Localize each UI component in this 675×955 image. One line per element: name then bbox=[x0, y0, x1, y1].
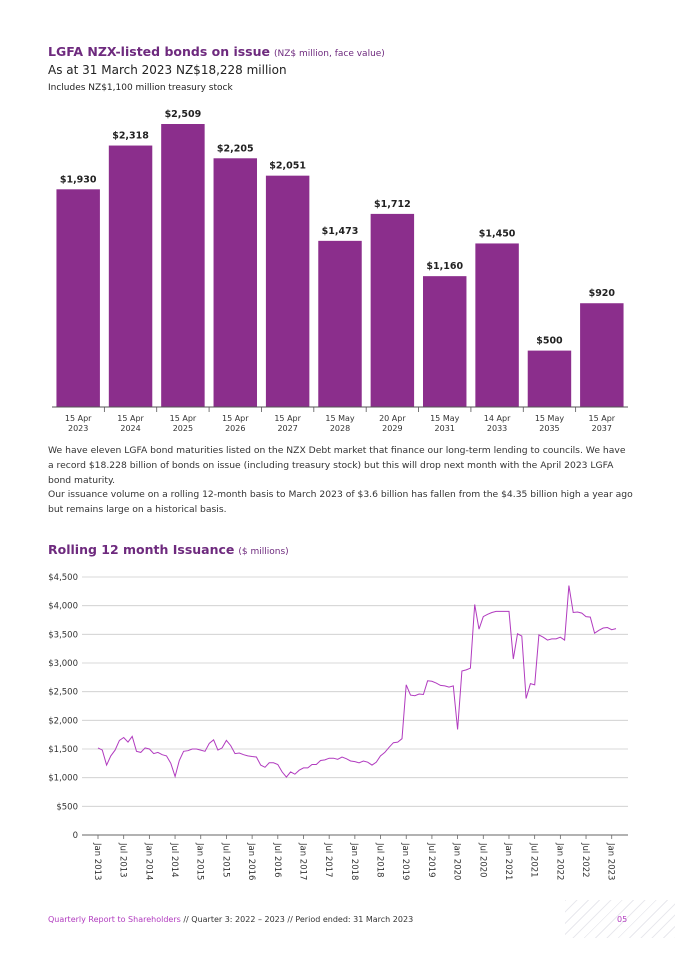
bar-data-label-10: $920 bbox=[589, 288, 616, 299]
bar-category-label-0: 15 Apr bbox=[65, 414, 92, 423]
bar-data-label-5: $1,473 bbox=[322, 226, 359, 237]
bar-10 bbox=[580, 303, 624, 407]
footer-sep-2: // bbox=[284, 915, 296, 924]
bar-category-year-2: 2025 bbox=[173, 424, 193, 433]
bar-data-label-1: $2,318 bbox=[112, 131, 149, 142]
x-tick-label-4: Jan 2015 bbox=[195, 842, 205, 880]
x-tick-label-3: Jul 2014 bbox=[169, 842, 179, 878]
bar-data-label-7: $1,160 bbox=[426, 261, 463, 272]
bar-category-label-8: 14 Apr bbox=[484, 414, 511, 423]
issuance-chart-title: Rolling 12 month Issuance ($ millions) bbox=[48, 542, 289, 557]
bar-category-label-10: 15 Apr bbox=[589, 414, 616, 423]
paragraph-1: We have eleven LGFA bond maturities list… bbox=[48, 445, 626, 486]
bar-data-label-9: $500 bbox=[536, 336, 563, 347]
x-tick-label-20: Jan 2023 bbox=[606, 842, 616, 880]
bar-8 bbox=[475, 243, 519, 407]
bar-category-label-7: 15 May bbox=[430, 414, 460, 423]
bar-category-label-5: 15 May bbox=[325, 414, 355, 423]
bar-6 bbox=[370, 213, 415, 407]
y-tick-label-8: $4,000 bbox=[48, 602, 78, 612]
bar-4 bbox=[265, 175, 310, 407]
page-number: 05 bbox=[617, 915, 628, 924]
bar-data-label-2: $2,509 bbox=[165, 109, 202, 120]
x-tick-label-14: Jan 2020 bbox=[452, 842, 462, 880]
bar-category-year-7: 2031 bbox=[435, 424, 455, 433]
issuance-chart-title-text: Rolling 12 month Issuance bbox=[48, 542, 235, 557]
x-tick-label-8: Jan 2017 bbox=[297, 842, 307, 880]
bonds-chart-subtitle: As at 31 March 2023 NZ$18,228 million bbox=[48, 63, 287, 77]
issuance-chart-title-unit: ($ millions) bbox=[238, 547, 289, 557]
y-tick-label-3: $1,500 bbox=[48, 745, 78, 755]
y-tick-label-5: $2,500 bbox=[48, 688, 78, 698]
x-tick-label-10: Jan 2018 bbox=[349, 842, 359, 880]
bar-category-label-2: 15 Apr bbox=[170, 414, 197, 423]
x-tick-label-17: Jul 2021 bbox=[529, 842, 539, 878]
bar-category-label-6: 20 Apr bbox=[379, 414, 406, 423]
footer-report: Quarterly Report to Shareholders bbox=[48, 915, 181, 924]
x-tick-label-11: Jul 2018 bbox=[375, 842, 385, 878]
bar-category-year-3: 2026 bbox=[225, 424, 245, 433]
x-tick-label-9: Jul 2017 bbox=[323, 842, 333, 878]
bar-1 bbox=[108, 145, 153, 407]
bar-category-year-9: 2035 bbox=[539, 424, 559, 433]
bar-9 bbox=[527, 350, 572, 407]
issuance-series-line bbox=[97, 585, 617, 779]
x-tick-label-12: Jan 2019 bbox=[400, 842, 410, 880]
bar-category-year-1: 2024 bbox=[120, 424, 140, 433]
bar-2 bbox=[161, 124, 205, 407]
issuance-line-chart: 0 $500 $1,000 $1,500 $2,000 $2,500 $3,000 $3,50… bbox=[48, 573, 628, 880]
bar-0 bbox=[56, 189, 100, 407]
footer-sep-1: // bbox=[180, 915, 192, 924]
x-tick-label-16: Jan 2021 bbox=[503, 842, 513, 880]
y-tick-label-7: $3,500 bbox=[48, 630, 78, 640]
bar-5 bbox=[318, 240, 362, 407]
bar-data-label-3: $2,205 bbox=[217, 143, 254, 154]
decorative-stripes bbox=[565, 900, 675, 938]
y-tick-label-6: $3,000 bbox=[48, 659, 78, 669]
bar-category-label-4: 15 Apr bbox=[274, 414, 301, 423]
bar-data-label-8: $1,450 bbox=[479, 228, 516, 239]
x-tick-label-13: Jul 2019 bbox=[426, 842, 436, 878]
paragraph-2: Our issuance volume on a rolling 12-mont… bbox=[48, 489, 633, 515]
footer-quarter: Quarter 3: 2022 – 2023 bbox=[191, 915, 285, 924]
y-tick-label-1: $500 bbox=[56, 802, 78, 812]
bar-category-year-6: 2029 bbox=[382, 424, 402, 433]
bar-category-year-4: 2027 bbox=[277, 424, 297, 433]
bar-category-year-10: 2037 bbox=[592, 424, 612, 433]
bar-7 bbox=[422, 276, 467, 407]
bar-category-label-9: 15 May bbox=[535, 414, 565, 423]
x-tick-label-15: Jul 2020 bbox=[477, 842, 487, 878]
footer: Quarterly Report to Shareholders // Quar… bbox=[48, 915, 413, 924]
y-tick-label-4: $2,000 bbox=[48, 716, 78, 726]
bar-data-label-6: $1,712 bbox=[374, 199, 411, 210]
bonds-chart-title-unit: (NZ$ million, face value) bbox=[274, 49, 385, 59]
bar-category-label-3: 15 Apr bbox=[222, 414, 249, 423]
x-tick-label-2: Jan 2014 bbox=[143, 842, 153, 880]
x-tick-label-7: Jul 2016 bbox=[272, 842, 282, 878]
x-tick-label-1: Jul 2013 bbox=[118, 842, 128, 878]
x-tick-label-5: Jul 2015 bbox=[220, 842, 230, 878]
x-tick-label-18: Jan 2022 bbox=[554, 842, 564, 880]
bonds-chart-title: LGFA NZX-listed bonds on issue (NZ$ mill… bbox=[48, 44, 385, 59]
x-tick-label-0: Jan 2013 bbox=[92, 842, 102, 880]
bonds-chart-title-text: LGFA NZX-listed bonds on issue bbox=[48, 44, 271, 59]
x-tick-label-6: Jan 2016 bbox=[246, 842, 256, 880]
bonds-chart-note: Includes NZ$1,100 million treasury stock bbox=[48, 83, 233, 93]
bar-data-label-4: $2,051 bbox=[269, 161, 306, 172]
bar-category-year-8: 2033 bbox=[487, 424, 507, 433]
bar-category-year-0: 2023 bbox=[68, 424, 88, 433]
footer-period: Period ended: 31 March 2023 bbox=[295, 915, 414, 924]
y-tick-label-9: $4,500 bbox=[48, 573, 78, 583]
bar-data-label-0: $1,930 bbox=[60, 174, 97, 185]
y-tick-label-0: 0 bbox=[73, 831, 78, 841]
bar-category-year-5: 2028 bbox=[330, 424, 350, 433]
y-tick-label-2: $1,000 bbox=[48, 774, 78, 784]
bar-category-label-1: 15 Apr bbox=[117, 414, 144, 423]
x-tick-label-19: Jul 2022 bbox=[580, 842, 590, 878]
bar-3 bbox=[213, 158, 258, 407]
